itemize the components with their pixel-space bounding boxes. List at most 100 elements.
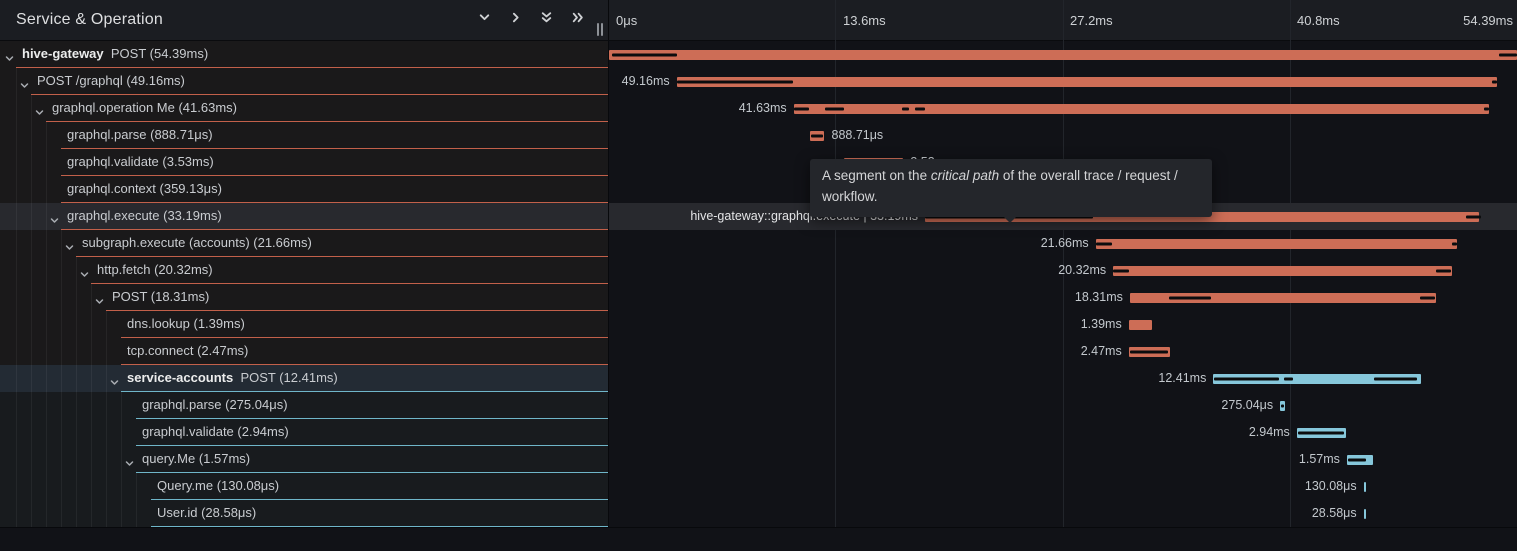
span-duration-bar[interactable] bbox=[1113, 265, 1453, 276]
expand-all-button[interactable] bbox=[568, 11, 586, 29]
span-name-cell[interactable]: POST /graphql (49.16ms) bbox=[0, 68, 608, 95]
span-name-cell[interactable]: graphql.parse (275.04μs) bbox=[0, 392, 608, 419]
critical-path-segment[interactable] bbox=[1129, 350, 1169, 353]
expand-one-button[interactable] bbox=[506, 11, 524, 29]
span-timeline-cell[interactable]: 49.16ms bbox=[608, 68, 1517, 95]
span-name-cell[interactable]: graphql.context (359.13μs) bbox=[0, 176, 608, 203]
critical-path-segment[interactable] bbox=[1466, 215, 1482, 218]
critical-path-segment[interactable] bbox=[901, 107, 910, 110]
span-name-cell[interactable]: graphql.parse (888.71μs) bbox=[0, 122, 608, 149]
critical-path-segment[interactable] bbox=[1374, 377, 1417, 380]
critical-path-segment[interactable] bbox=[1436, 269, 1452, 272]
column-resize-handle[interactable] bbox=[597, 23, 605, 36]
span-timeline-cell[interactable]: 275.04μs bbox=[608, 392, 1517, 419]
span-timeline-cell[interactable]: 18.31ms bbox=[608, 284, 1517, 311]
span-row[interactable]: POST (18.31ms) 18.31ms bbox=[0, 284, 1517, 311]
span-timeline-cell[interactable]: 130.08μs bbox=[608, 473, 1517, 500]
span-name-cell[interactable]: dns.lookup (1.39ms) bbox=[0, 311, 608, 338]
chevron-down-icon[interactable] bbox=[95, 293, 105, 304]
span-row[interactable]: dns.lookup (1.39ms) 1.39ms bbox=[0, 311, 1517, 338]
span-row[interactable]: graphql.operation Me (41.63ms) 41.63ms bbox=[0, 95, 1517, 122]
critical-path-segment[interactable] bbox=[1095, 242, 1113, 245]
critical-path-segment[interactable] bbox=[825, 107, 844, 110]
span-timeline-cell[interactable]: 20.32ms bbox=[608, 257, 1517, 284]
span-timeline-cell[interactable]: 2.47ms bbox=[608, 338, 1517, 365]
collapse-all-button[interactable] bbox=[537, 11, 555, 29]
span-timeline-cell[interactable]: 2.94ms bbox=[608, 419, 1517, 446]
chevron-down-icon[interactable] bbox=[20, 77, 30, 88]
critical-path-segment[interactable] bbox=[1492, 80, 1498, 83]
span-duration-bar[interactable] bbox=[609, 49, 1517, 60]
critical-path-segment[interactable] bbox=[612, 53, 677, 56]
span-row[interactable]: graphql.parse (888.71μs) 888.71μs bbox=[0, 122, 1517, 149]
critical-path-segment[interactable] bbox=[1452, 242, 1458, 245]
span-row[interactable]: graphql.parse (275.04μs) 275.04μs bbox=[0, 392, 1517, 419]
span-timeline-cell[interactable]: 41.63ms bbox=[608, 95, 1517, 122]
span-row[interactable]: graphql.context (359.13μs)359.13μs bbox=[0, 176, 1517, 203]
span-row[interactable]: http.fetch (20.32ms) 20.32ms bbox=[0, 257, 1517, 284]
span-duration-bar[interactable] bbox=[1213, 373, 1421, 384]
span-row[interactable]: query.Me (1.57ms) 1.57ms bbox=[0, 446, 1517, 473]
critical-path-segment[interactable] bbox=[1169, 296, 1211, 299]
span-name-cell[interactable]: tcp.connect (2.47ms) bbox=[0, 338, 608, 365]
span-timeline-cell[interactable]: 1.39ms bbox=[608, 311, 1517, 338]
span-row[interactable]: POST /graphql (49.16ms) 49.16ms bbox=[0, 68, 1517, 95]
chevron-down-icon[interactable] bbox=[65, 239, 75, 250]
chevron-down-icon[interactable] bbox=[110, 374, 120, 385]
span-duration-bar[interactable] bbox=[1095, 238, 1458, 249]
span-name-cell[interactable]: graphql.validate (3.53ms) bbox=[0, 149, 608, 176]
chevron-down-icon[interactable] bbox=[5, 50, 15, 61]
span-name-cell[interactable]: Query.me (130.08μs) bbox=[0, 473, 608, 500]
critical-path-segment[interactable] bbox=[1284, 377, 1294, 380]
span-duration-bar[interactable] bbox=[1129, 292, 1436, 303]
chevron-down-icon[interactable] bbox=[35, 104, 45, 115]
span-name-cell[interactable]: User.id (28.58μs) bbox=[0, 500, 608, 527]
span-row[interactable]: graphql.validate (3.53ms)3.53ms bbox=[0, 149, 1517, 176]
critical-path-segment[interactable] bbox=[676, 80, 793, 83]
critical-path-segment[interactable] bbox=[1280, 404, 1284, 407]
span-name-cell[interactable]: graphql.validate (2.94ms) bbox=[0, 419, 608, 446]
critical-path-segment[interactable] bbox=[915, 107, 925, 110]
span-duration-bar[interactable] bbox=[793, 103, 1489, 114]
span-timeline-cell[interactable]: 12.41ms bbox=[608, 365, 1517, 392]
collapse-one-button[interactable] bbox=[475, 11, 493, 29]
span-timeline-cell[interactable] bbox=[608, 41, 1517, 68]
span-timeline-cell[interactable]: 28.58μs bbox=[608, 500, 1517, 527]
span-timeline-cell[interactable]: 1.57ms bbox=[608, 446, 1517, 473]
span-row[interactable]: service-accounts POST (12.41ms) 12.41ms bbox=[0, 365, 1517, 392]
span-row[interactable]: User.id (28.58μs) 28.58μs bbox=[0, 500, 1517, 527]
chevron-down-icon[interactable] bbox=[80, 266, 90, 277]
span-row[interactable]: graphql.validate (2.94ms) 2.94ms bbox=[0, 419, 1517, 446]
critical-path-segment[interactable] bbox=[811, 134, 824, 137]
span-row[interactable]: tcp.connect (2.47ms) 2.47ms bbox=[0, 338, 1517, 365]
span-name-cell[interactable]: POST (18.31ms) bbox=[0, 284, 608, 311]
critical-path-segment[interactable] bbox=[1498, 53, 1517, 56]
span-row[interactable]: hive-gateway POST (54.39ms) bbox=[0, 41, 1517, 68]
span-timeline-cell[interactable]: 888.71μs bbox=[608, 122, 1517, 149]
critical-path-segment[interactable] bbox=[1297, 431, 1345, 434]
span-name-cell[interactable]: service-accounts POST (12.41ms) bbox=[0, 365, 608, 392]
service-operation-header: Service & Operation bbox=[0, 0, 608, 40]
span-row[interactable]: graphql.execute (33.19ms) hive-gateway::g… bbox=[0, 203, 1517, 230]
span-row[interactable]: subgraph.execute (accounts) (21.66ms) 21.… bbox=[0, 230, 1517, 257]
span-duration-bar[interactable] bbox=[1363, 508, 1366, 519]
chevron-down-icon[interactable] bbox=[125, 455, 135, 466]
span-name-cell[interactable]: query.Me (1.57ms) bbox=[0, 446, 608, 473]
critical-path-segment[interactable] bbox=[1214, 377, 1280, 380]
critical-path-segment[interactable] bbox=[793, 107, 810, 110]
span-timeline-cell[interactable]: 21.66ms bbox=[608, 230, 1517, 257]
span-name-cell[interactable]: graphql.operation Me (41.63ms) bbox=[0, 95, 608, 122]
span-duration-bar[interactable] bbox=[676, 76, 1498, 87]
critical-path-segment[interactable] bbox=[1420, 296, 1435, 299]
span-duration-bar[interactable] bbox=[1128, 319, 1152, 330]
span-row[interactable]: Query.me (130.08μs) 130.08μs bbox=[0, 473, 1517, 500]
span-duration-bar[interactable] bbox=[1363, 481, 1366, 492]
critical-path-segment[interactable] bbox=[1483, 107, 1489, 110]
span-name-cell[interactable]: subgraph.execute (accounts) (21.66ms) bbox=[0, 230, 608, 257]
critical-path-segment[interactable] bbox=[1113, 269, 1130, 272]
span-name-cell[interactable]: graphql.execute (33.19ms) bbox=[0, 203, 608, 230]
critical-path-segment[interactable] bbox=[1347, 458, 1367, 461]
span-name-cell[interactable]: hive-gateway POST (54.39ms) bbox=[0, 41, 608, 68]
chevron-down-icon[interactable] bbox=[50, 212, 60, 223]
span-name-cell[interactable]: http.fetch (20.32ms) bbox=[0, 257, 608, 284]
